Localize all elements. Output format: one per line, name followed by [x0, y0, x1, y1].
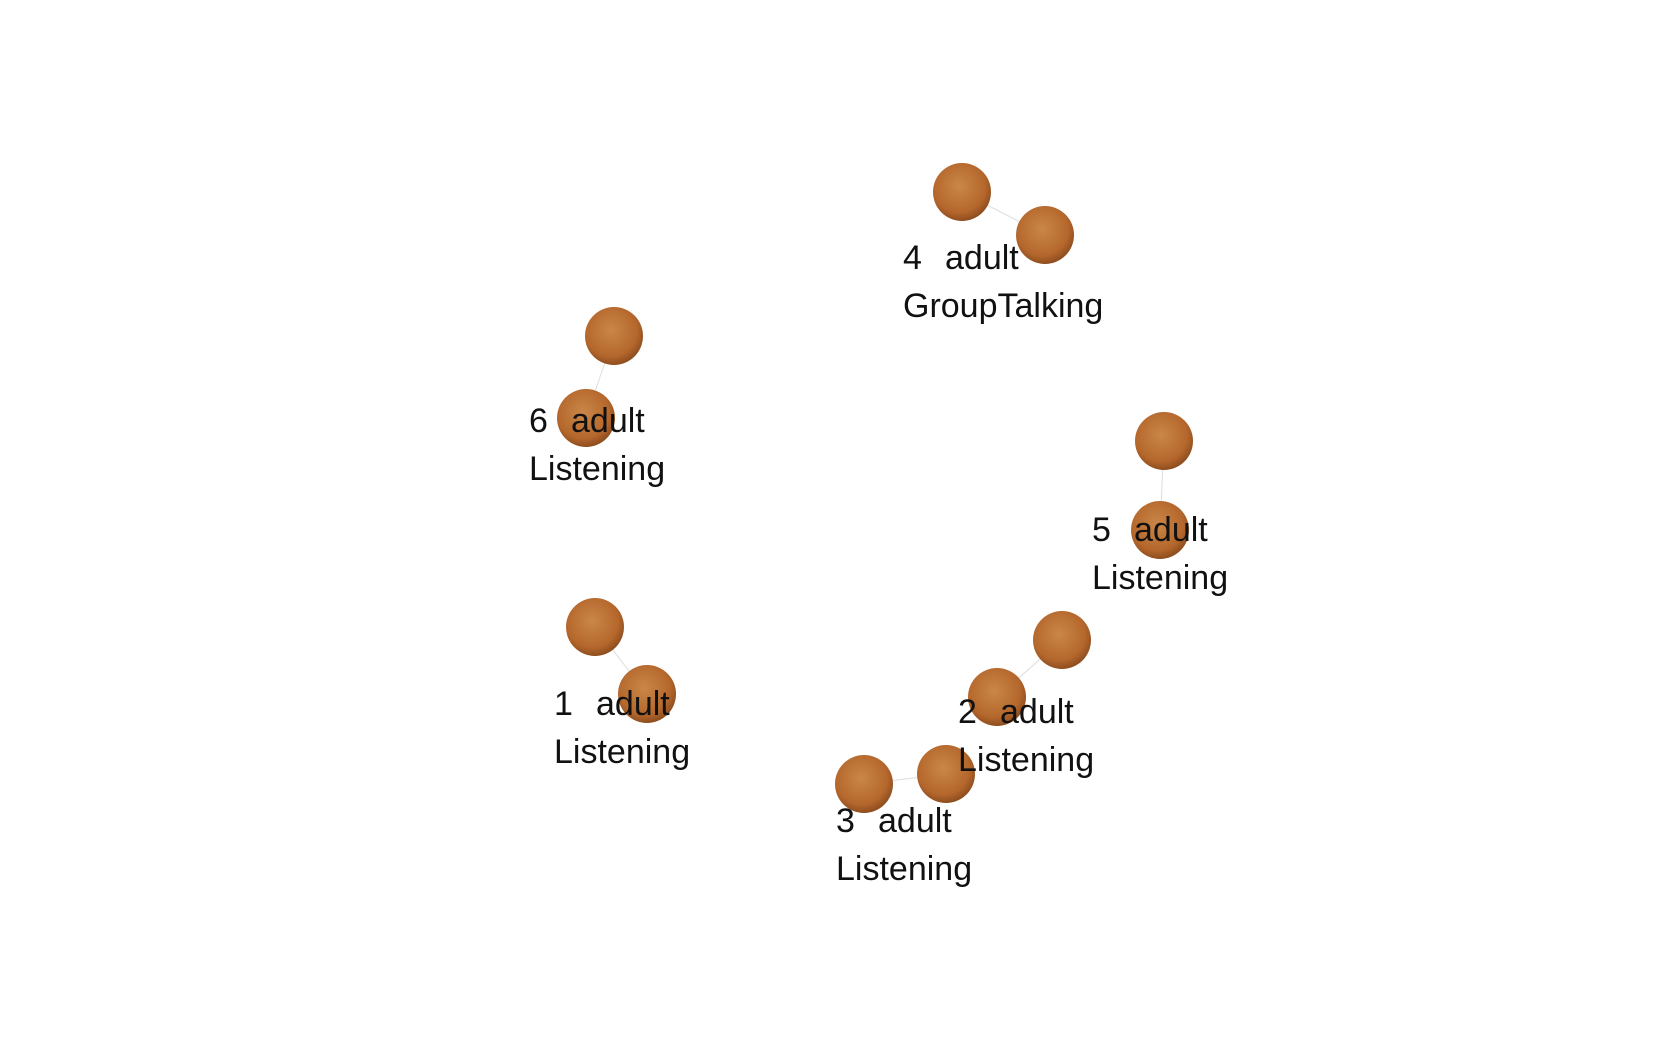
agent-2-head-disc[interactable] [1033, 611, 1091, 669]
agent-5-type: adult [1134, 511, 1208, 549]
agent-4-body[interactable] [933, 163, 1074, 264]
agent-1-label: 1 adult Listening [554, 680, 690, 776]
agent-6-state: Listening [529, 450, 666, 488]
agent-5-id: 5 [1092, 511, 1111, 549]
agent-4-label: 4 adult GroupTalking [903, 234, 1103, 330]
agent-4-body-disc[interactable] [1016, 206, 1074, 264]
agent-6-body[interactable] [557, 307, 643, 447]
agent-5-state: Listening [1092, 559, 1229, 597]
agent-4-type: adult [945, 239, 1019, 277]
agent-5-body-disc[interactable] [1131, 501, 1189, 559]
agent-6-head-disc[interactable] [585, 307, 643, 365]
agent-1-head-disc[interactable] [566, 598, 624, 656]
agent-4-state: GroupTalking [903, 287, 1104, 325]
agent-5-head-disc[interactable] [1135, 412, 1193, 470]
agent-2-type: adult [1000, 693, 1074, 731]
agent-1-id: 1 [554, 685, 573, 723]
agent-2-body[interactable] [968, 611, 1091, 726]
agent-3-id: 3 [836, 802, 855, 840]
agent-2-state: Listening [958, 741, 1095, 779]
agent-6-id: 6 [529, 402, 548, 440]
agent-3-head-disc[interactable] [835, 755, 893, 813]
agent-2-id: 2 [958, 693, 977, 731]
agent-3-state: Listening [836, 850, 973, 888]
agent-1-state: Listening [554, 733, 691, 771]
agent-3-type: adult [878, 802, 952, 840]
agent-3-body-disc[interactable] [917, 745, 975, 803]
agent-3-label: 3 adult Listening [836, 797, 972, 893]
agent-1-body[interactable] [566, 598, 676, 723]
agent-4-head-disc[interactable] [933, 163, 991, 221]
agent-6-label: 6 adult Listening [529, 397, 665, 493]
agent-6-type: adult [571, 402, 645, 440]
agent-4-id: 4 [903, 239, 922, 277]
agent-3-body[interactable] [835, 745, 975, 813]
agent-6-body-disc[interactable] [557, 389, 615, 447]
agent-2-label: 2 adult Listening [958, 688, 1094, 784]
agent-5-body[interactable] [1131, 412, 1193, 559]
agent-1-body-disc[interactable] [618, 665, 676, 723]
agent-5-label: 5 adult Listening [1092, 506, 1228, 602]
agent-2-body-disc[interactable] [968, 668, 1026, 726]
agent-1-type: adult [596, 685, 670, 723]
